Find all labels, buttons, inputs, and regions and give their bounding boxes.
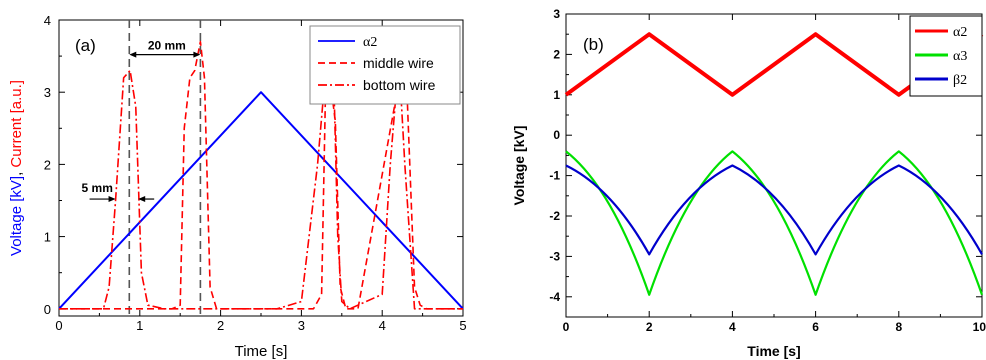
y-tick-label-a: 2 [44, 157, 51, 172]
legend-label-a: α2 [363, 35, 377, 50]
x-axis-label-b: Time [s] [747, 343, 800, 359]
y-axis-label-b: Voltage [kV] [511, 126, 527, 206]
arrowhead-left [129, 51, 137, 58]
arrowhead-5mm-right [138, 196, 146, 203]
x-tick-label-b: 4 [729, 320, 736, 334]
x-tick-label-a: 5 [459, 318, 466, 333]
x-tick-label-a: 3 [298, 318, 305, 333]
y-tick-label-b: 3 [553, 7, 560, 21]
annotation-5mm: 5 mm [82, 181, 113, 195]
y-tick-label-a: 1 [44, 230, 51, 245]
x-tick-label-a: 2 [217, 318, 224, 333]
panel-label-b: (b) [583, 35, 604, 54]
series-line-b-1 [565, 150, 984, 296]
chart-panel-a: 0 1 2 3 4 5 0 1 2 3 4 20 mm 5 mm (a) α2 middle wire bott… [8, 13, 467, 360]
legend-box-a [309, 25, 461, 105]
y-tick-label-a: 0 [44, 302, 51, 317]
annotation-20mm: 20 mm [148, 39, 186, 53]
series-line-b-2 [565, 164, 983, 256]
y-tick-label-a: 3 [44, 85, 51, 100]
x-tick-label-a: 1 [136, 318, 143, 333]
arrowhead-right [193, 51, 201, 58]
x-tick-label-b: 6 [812, 320, 819, 334]
legend-label-b: α3 [953, 49, 967, 64]
y-tick-label-b: 2 [553, 47, 560, 61]
x-axis-label-a: Time [s] [235, 343, 288, 360]
y-axis-label-part: Current [a.u.] [8, 80, 25, 168]
legend-label-a: middle wire [363, 55, 434, 71]
series-line-a-0 [58, 91, 464, 310]
x-tick-label-b: 10 [973, 320, 986, 334]
legend-label-a: bottom wire [363, 77, 436, 93]
y-tick-label-b: 0 [553, 128, 560, 142]
y-axis-label-part: , [8, 168, 25, 176]
y-tick-label-b: -3 [549, 249, 560, 263]
x-tick-label-a: 0 [55, 318, 62, 333]
x-tick-label-b: 0 [563, 320, 570, 334]
y-tick-label-a: 4 [44, 13, 51, 28]
y-tick-label-b: -1 [549, 169, 560, 183]
y-axis-label-part: Voltage [kV] [8, 176, 25, 256]
x-tick-label-b: 2 [646, 320, 653, 334]
y-tick-label-b: -2 [549, 209, 560, 223]
panel-label-a: (a) [75, 36, 96, 55]
y-tick-label-b: -4 [549, 290, 560, 304]
arrowhead-5mm-left [108, 196, 116, 203]
x-tick-label-b: 8 [895, 320, 902, 334]
x-tick-label-a: 4 [379, 318, 386, 333]
legend-label-b: α2 [953, 25, 967, 40]
y-axis-label-a: Voltage [kV], Current [a.u.] [8, 80, 25, 256]
legend-label-b: β2 [953, 73, 967, 88]
series-line-a-2 [59, 69, 463, 310]
y-tick-label-b: 1 [553, 88, 560, 102]
